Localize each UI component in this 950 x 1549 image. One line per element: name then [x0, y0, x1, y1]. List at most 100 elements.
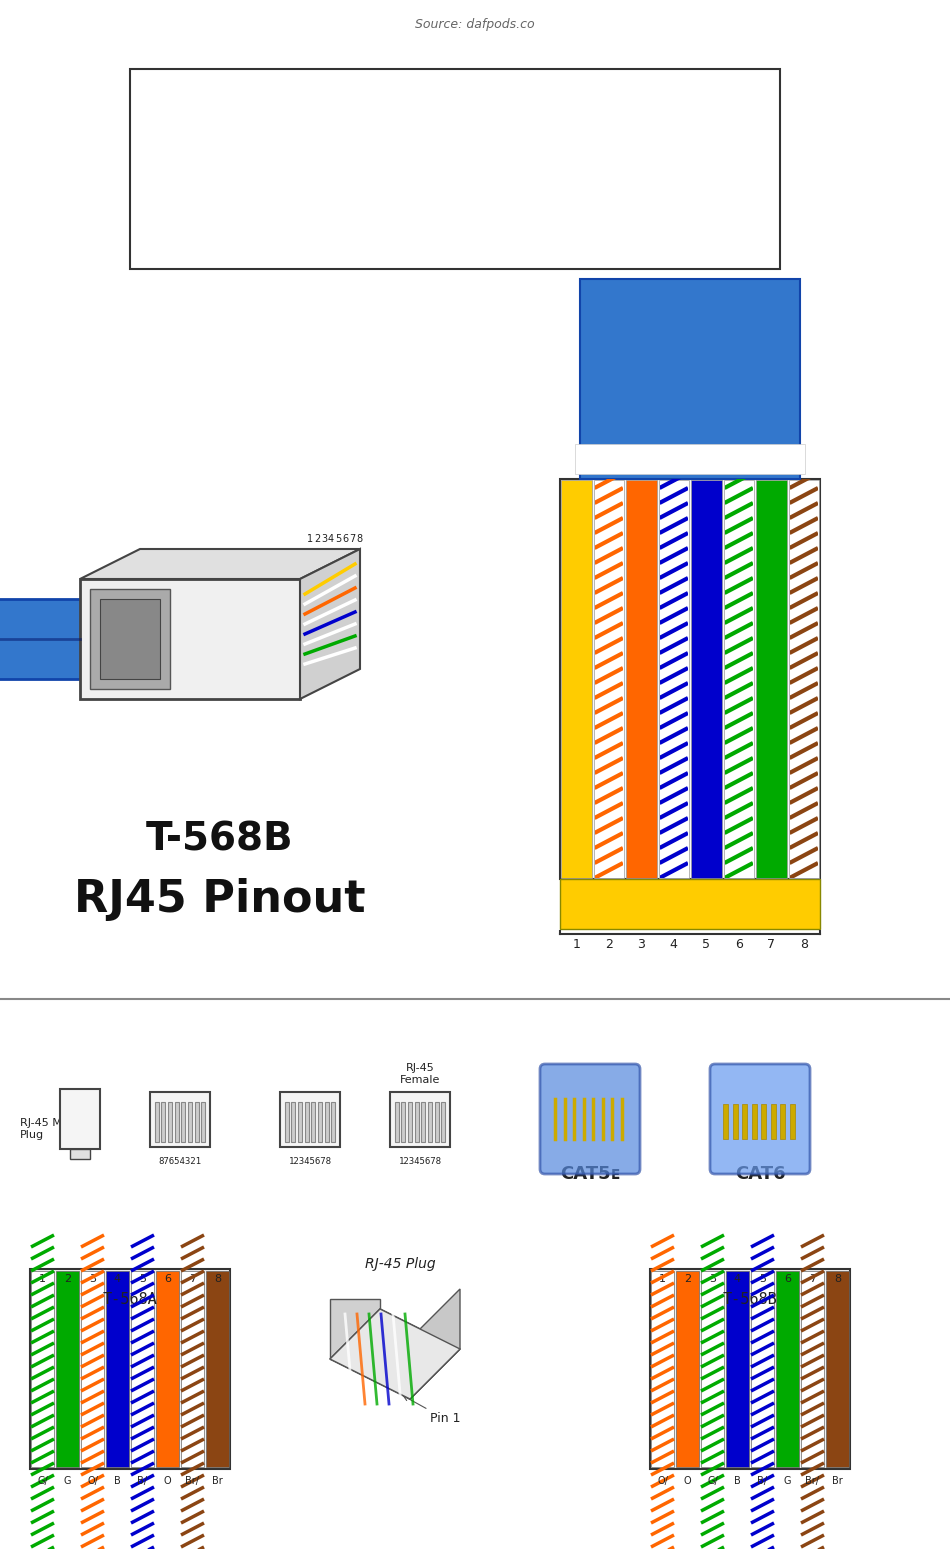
Text: 5. White Blue: 5. White Blue	[475, 94, 586, 113]
Text: 8: 8	[214, 1273, 221, 1284]
Text: 6: 6	[784, 1273, 791, 1284]
Bar	[60, 1089, 100, 1149]
Text: 4: 4	[114, 1273, 121, 1284]
Polygon shape	[300, 548, 360, 699]
Text: 3. White Green: 3. White Green	[160, 180, 285, 197]
Bar	[56, 1272, 79, 1467]
Bar	[575, 445, 805, 474]
Bar	[162, 1101, 165, 1142]
Bar	[691, 480, 721, 878]
Polygon shape	[80, 548, 360, 579]
Bar	[70, 1149, 90, 1159]
Text: O/: O/	[87, 1476, 98, 1485]
Text: O: O	[163, 1476, 171, 1485]
Bar	[175, 1101, 179, 1142]
Text: G: G	[64, 1476, 71, 1485]
Text: 5: 5	[702, 937, 711, 951]
Text: T-568A: T-568A	[103, 1292, 158, 1306]
Bar	[776, 1272, 799, 1467]
FancyBboxPatch shape	[710, 1064, 810, 1174]
Bar	[401, 1101, 406, 1142]
Text: 3: 3	[321, 534, 327, 544]
Bar	[81, 1272, 104, 1467]
Text: 6: 6	[164, 1273, 171, 1284]
Bar	[732, 1104, 737, 1139]
Bar	[414, 1101, 419, 1142]
Bar	[723, 1104, 728, 1139]
Bar	[701, 1272, 724, 1467]
Bar	[658, 480, 689, 878]
Text: 6. Green: 6. Green	[475, 136, 546, 155]
Polygon shape	[410, 1289, 460, 1399]
Text: 8: 8	[834, 1273, 841, 1284]
Bar	[325, 1101, 329, 1142]
Bar	[751, 1104, 756, 1139]
Bar	[801, 1272, 824, 1467]
Text: RJ-45 Male
Plug: RJ-45 Male Plug	[20, 1118, 79, 1140]
Bar	[332, 1101, 335, 1142]
Text: RJ-45
Female: RJ-45 Female	[400, 1063, 440, 1084]
Text: Br/: Br/	[806, 1476, 820, 1485]
Text: 2: 2	[314, 534, 320, 544]
Bar	[726, 1272, 749, 1467]
Polygon shape	[330, 1300, 380, 1358]
Text: G: G	[784, 1476, 791, 1485]
Bar	[560, 878, 820, 929]
Bar	[0, 599, 100, 678]
Bar	[561, 480, 592, 878]
Bar	[826, 1272, 849, 1467]
Text: RJ-45 Plug: RJ-45 Plug	[365, 1256, 435, 1272]
Bar	[676, 1272, 699, 1467]
Text: 1. White Orange: 1. White Orange	[160, 94, 296, 113]
Bar	[594, 480, 624, 878]
Bar	[181, 1101, 185, 1142]
Bar	[131, 1272, 154, 1467]
Text: 3: 3	[89, 1273, 96, 1284]
Text: Br: Br	[212, 1476, 223, 1485]
Polygon shape	[330, 1309, 460, 1399]
Bar	[155, 1101, 159, 1142]
Bar	[80, 579, 300, 699]
Bar	[751, 1272, 774, 1467]
Bar	[100, 599, 160, 678]
Text: O: O	[684, 1476, 692, 1485]
Text: 1: 1	[39, 1273, 46, 1284]
Bar	[206, 1272, 229, 1467]
Bar	[724, 480, 754, 878]
Bar	[422, 1101, 426, 1142]
Text: 1: 1	[307, 534, 314, 544]
Text: 7: 7	[349, 534, 355, 544]
Bar	[390, 1092, 450, 1146]
FancyBboxPatch shape	[540, 1064, 640, 1174]
Text: 12345678: 12345678	[398, 1157, 442, 1165]
Bar	[150, 1092, 210, 1146]
Bar	[30, 1269, 230, 1468]
Bar	[428, 1101, 432, 1142]
Text: 2: 2	[64, 1273, 71, 1284]
Bar	[106, 1272, 129, 1467]
Bar	[651, 1272, 674, 1467]
Bar	[560, 479, 820, 878]
Bar	[789, 1104, 794, 1139]
Bar	[650, 1269, 850, 1468]
Bar	[195, 1101, 199, 1142]
Text: G/: G/	[37, 1476, 48, 1485]
Text: 1: 1	[572, 937, 580, 951]
Bar	[280, 1092, 340, 1146]
Bar	[318, 1101, 322, 1142]
Bar	[31, 1272, 54, 1467]
Bar	[394, 1101, 399, 1142]
Bar	[298, 1101, 302, 1142]
Bar	[130, 70, 780, 270]
Text: Br/: Br/	[185, 1476, 200, 1485]
Text: 6: 6	[734, 937, 743, 951]
Text: 3: 3	[637, 937, 645, 951]
Bar	[305, 1101, 309, 1142]
Bar	[580, 279, 800, 479]
Text: 3: 3	[709, 1273, 716, 1284]
Bar	[626, 480, 656, 878]
Text: 12345678: 12345678	[289, 1157, 332, 1165]
Text: 8. Brown: 8. Brown	[475, 222, 548, 239]
Text: 4. Blue: 4. Blue	[160, 222, 218, 239]
Text: RJ45 Pinout: RJ45 Pinout	[74, 877, 366, 920]
